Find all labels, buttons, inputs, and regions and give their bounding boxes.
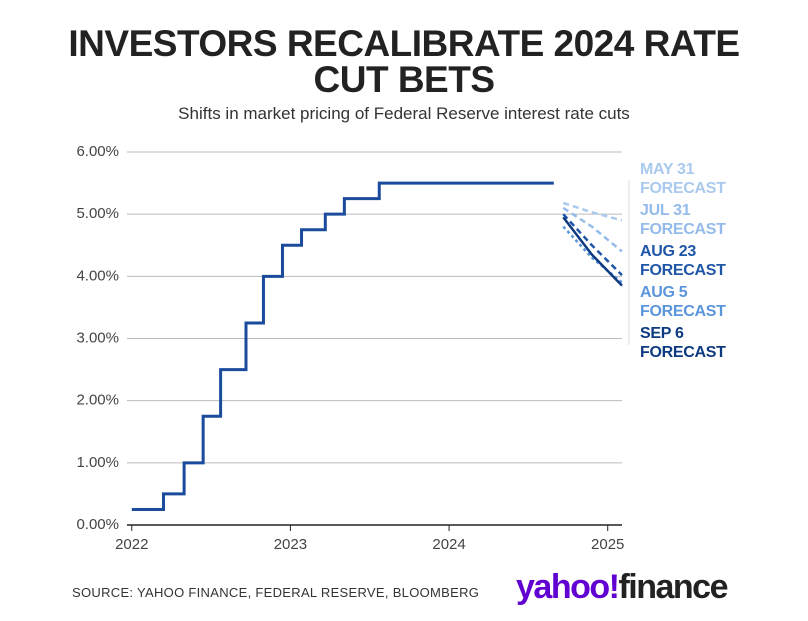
y-tick-label: 5.00% bbox=[76, 205, 119, 222]
logo-product: finance bbox=[618, 568, 728, 606]
y-tick-label: 6.00% bbox=[76, 143, 119, 160]
logo: yahoo!finance bbox=[516, 568, 728, 607]
series-line bbox=[562, 206, 623, 253]
y-tick-label: 2.00% bbox=[76, 392, 119, 409]
series-line bbox=[562, 216, 623, 287]
y-tick-label: 3.00% bbox=[76, 329, 119, 346]
y-tick-label: 0.00% bbox=[76, 516, 119, 533]
x-tick-label: 2023 bbox=[274, 536, 307, 553]
source: SOURCE: YAHOO FINANCE, FEDERAL RESERVE, … bbox=[72, 585, 480, 600]
x-tick-label: 2024 bbox=[432, 536, 465, 553]
series-line bbox=[131, 181, 554, 511]
logo-brand: yahoo! bbox=[516, 568, 620, 606]
y-tick-label: 1.00% bbox=[76, 454, 119, 471]
legend-label: JUL 31 FORECAST bbox=[640, 202, 726, 238]
series-line bbox=[562, 213, 623, 276]
chart-subtitle: Shifts in market pricing of Federal Rese… bbox=[178, 104, 630, 123]
legend-label: AUG 23 FORECAST bbox=[640, 243, 726, 279]
x-tick-label: 2022 bbox=[115, 536, 148, 553]
legend-label: SEP 6 FORECAST bbox=[640, 325, 726, 361]
x-tick-label: 2025 bbox=[591, 536, 624, 553]
legend-label: AUG 5 FORECAST bbox=[640, 284, 726, 320]
legend-label: MAY 31 FORECAST bbox=[640, 161, 726, 197]
y-tick-label: 4.00% bbox=[76, 267, 119, 284]
chart-title: INVESTORS RECALIBRATE 2024 RATE CUT BETS bbox=[68, 23, 740, 100]
series-line bbox=[562, 201, 623, 222]
